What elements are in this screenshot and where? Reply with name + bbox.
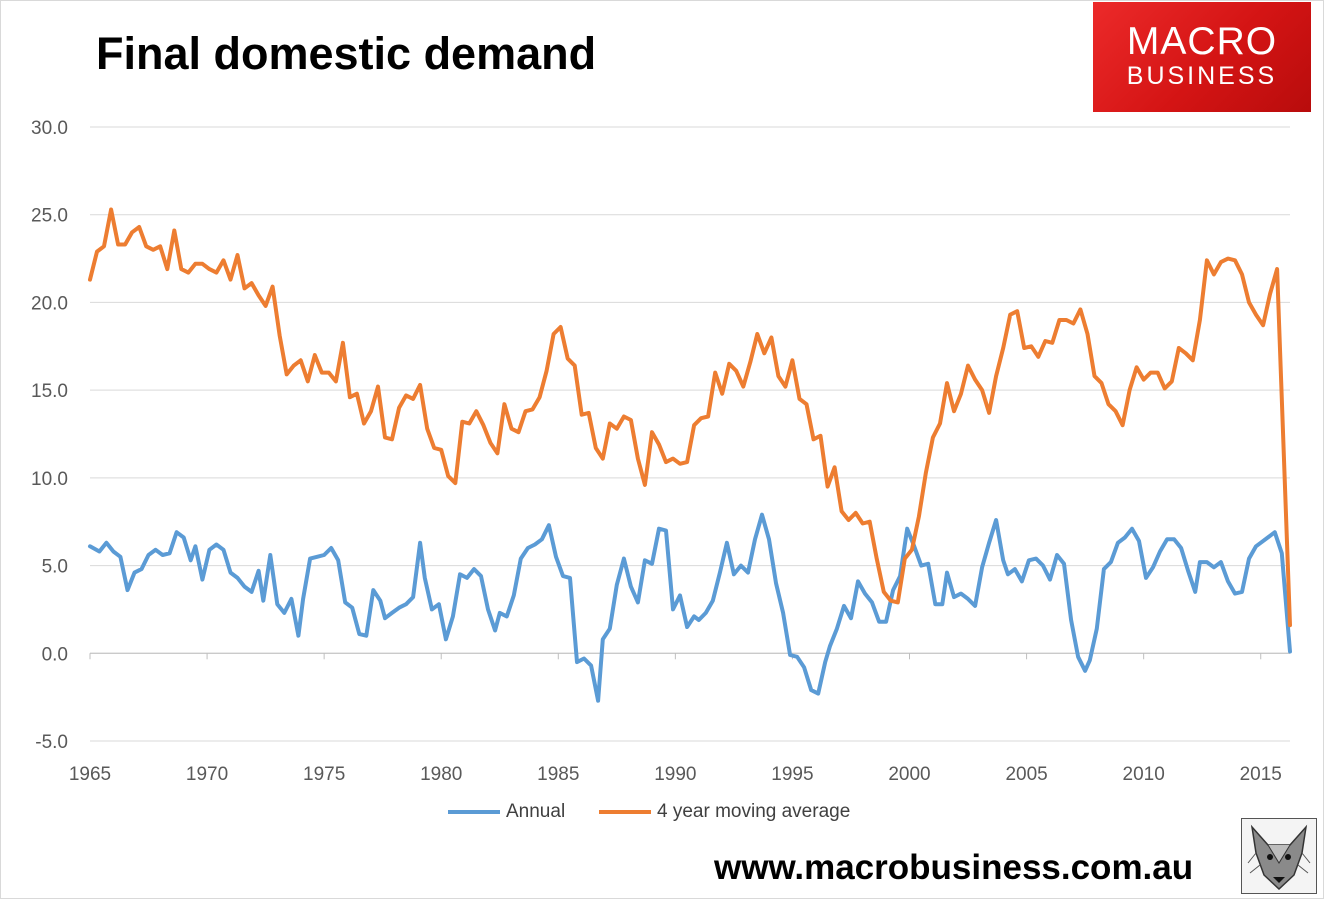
- fox-head-icon: [1241, 818, 1317, 894]
- x-tick-label: 2005: [1005, 764, 1047, 785]
- x-tick-label: 2010: [1123, 764, 1165, 785]
- y-tick-label: 20.0: [31, 293, 68, 314]
- legend-label-annual: Annual: [506, 801, 566, 822]
- legend-swatch-moving-average: [599, 810, 651, 814]
- x-axis: 1965 1970 1975 1980 1985 1990 1995 2000 2005 2010…: [69, 652, 1290, 785]
- x-tick-label: 1990: [654, 764, 696, 785]
- grid-lines: [90, 126, 1290, 742]
- x-tick-label: 1965: [69, 764, 111, 785]
- y-tick-label: 30.0: [31, 118, 68, 139]
- x-tick-label: 2015: [1240, 764, 1282, 785]
- x-tick-label: 1970: [186, 764, 228, 785]
- logo-line-2: BUSINESS: [1126, 62, 1278, 90]
- y-axis: -5.0 0.0 5.0 10.0 15.0 20.0 25.0 30.0: [31, 118, 68, 753]
- legend-item-moving-average: 4 year moving average: [599, 800, 850, 824]
- x-tick-label: 1980: [420, 764, 462, 785]
- x-tick-label: 1995: [771, 764, 813, 785]
- footer-url: www.macrobusiness.com.au: [714, 848, 1194, 887]
- legend-swatch-annual: [448, 810, 500, 814]
- series-group: [88, 207, 1292, 703]
- chart-title: Final domestic demand: [96, 28, 597, 79]
- x-tick-label: 2000: [888, 764, 930, 785]
- x-tick-label: 1985: [537, 764, 579, 785]
- legend-item-annual: Annual: [448, 800, 565, 824]
- y-tick-label: 5.0: [42, 557, 68, 578]
- macrobusiness-logo: MACRO BUSINESS: [1093, 2, 1311, 112]
- y-tick-label: 25.0: [31, 206, 68, 227]
- y-tick-label: -5.0: [35, 732, 68, 753]
- legend-label-moving-average: 4 year moving average: [657, 801, 851, 822]
- y-tick-label: 0.0: [42, 644, 68, 665]
- x-tick-label: 1975: [303, 764, 345, 785]
- y-tick-label: 15.0: [31, 381, 68, 402]
- series-line-annual: [88, 512, 1292, 703]
- logo-line-1: MACRO: [1126, 20, 1278, 63]
- y-tick-label: 10.0: [31, 469, 68, 490]
- series-line-4-year-moving-average: [88, 207, 1292, 628]
- fox-head-drawing: [1247, 824, 1311, 891]
